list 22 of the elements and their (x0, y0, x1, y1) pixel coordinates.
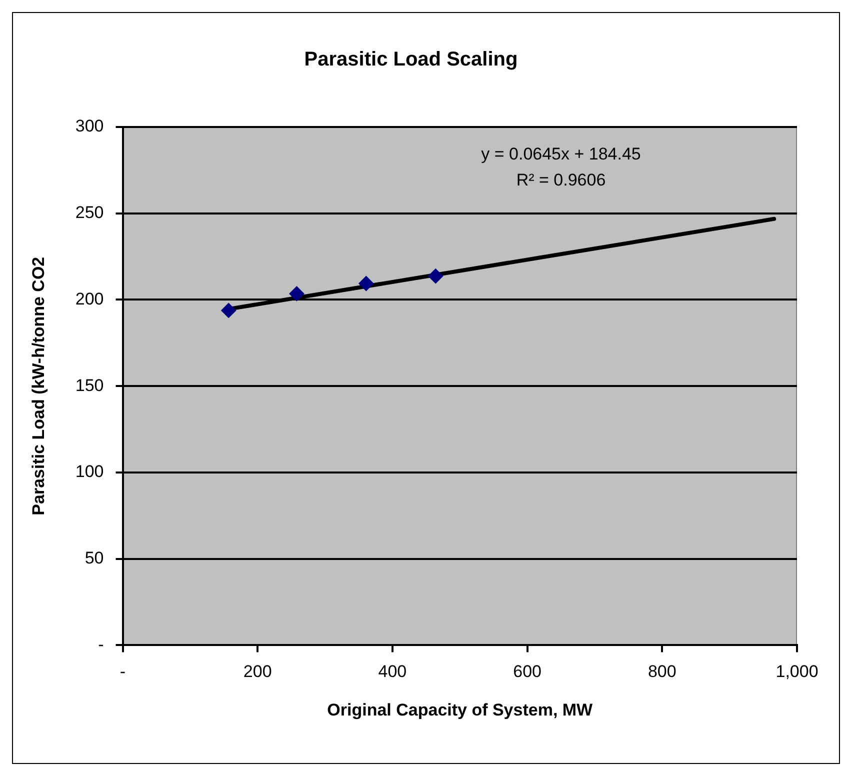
x-tick-label: - (120, 662, 126, 682)
y-tick-label: 100 (75, 462, 104, 482)
x-tick-label: 200 (243, 662, 272, 682)
annotation: R² = 0.9606 (516, 170, 606, 190)
point (289, 286, 304, 302)
y-tick-label: 250 (75, 203, 104, 222)
point (358, 276, 374, 291)
x-tick-label: 600 (513, 662, 542, 682)
y-axis-title: Parasitic Load (kW-h/tonne CO2 (28, 256, 48, 516)
point (221, 302, 236, 318)
y-tick-label: 50 (84, 548, 104, 568)
y-tick-label: - (98, 634, 104, 654)
annotation: y = 0.0645x + 184.45 (481, 144, 641, 164)
y-tick-label: 150 (75, 376, 104, 395)
x-tick-label: 400 (378, 662, 407, 682)
chart-title: Parasitic Load Scaling (304, 48, 518, 71)
x-tick-label: 800 (648, 662, 676, 682)
y-tick-label: 300 (75, 116, 104, 136)
point (428, 268, 444, 284)
y-tick-label: 200 (75, 289, 104, 308)
x-tick-label: 1,000 (776, 662, 818, 682)
x-axis-title: Original Capacity of System, MW (327, 700, 594, 720)
